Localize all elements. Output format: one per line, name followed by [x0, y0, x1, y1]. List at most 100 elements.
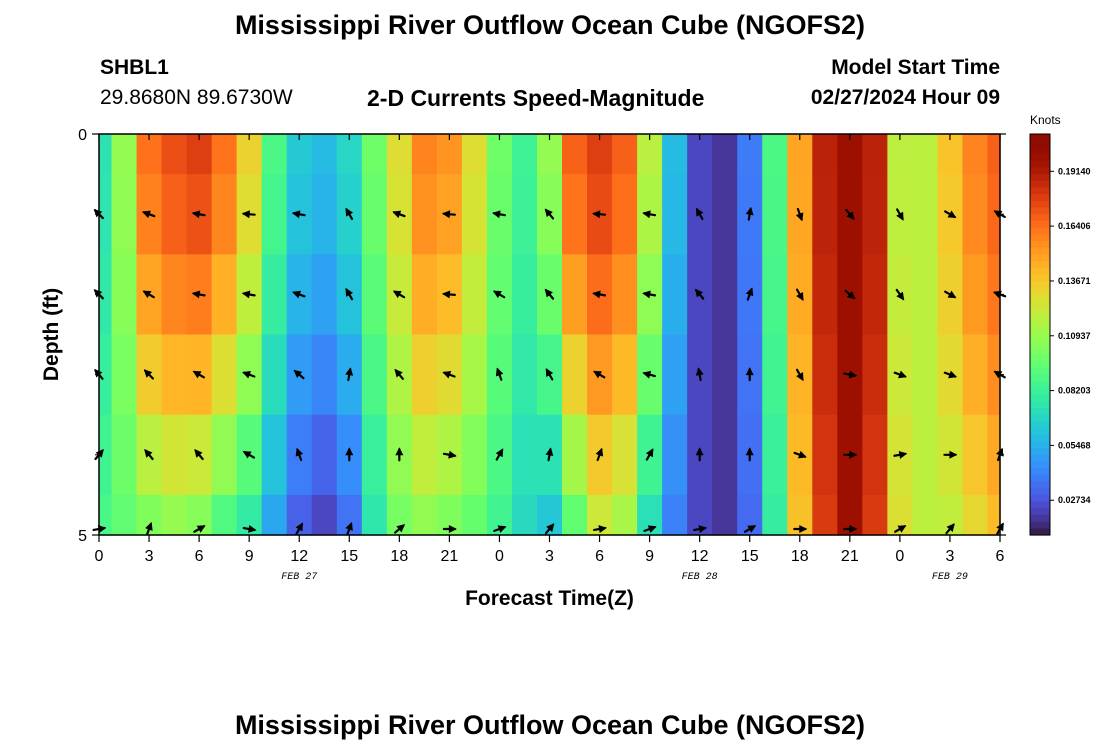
- current-vector-head: [492, 290, 502, 299]
- station-id: SHBL1: [100, 56, 169, 79]
- current-vector-head: [846, 211, 855, 220]
- x-tick-label: 12: [691, 548, 709, 565]
- current-vector-head: [295, 447, 304, 457]
- current-vector-head: [898, 450, 908, 459]
- x-tick-label: 0: [895, 548, 904, 565]
- heatmap-cell: [962, 494, 989, 536]
- heatmap-cell: [436, 134, 463, 175]
- current-vector-head: [745, 206, 754, 216]
- heatmap-cell: [912, 494, 939, 536]
- heatmap-cell: [912, 254, 939, 336]
- current-vector-head: [142, 290, 152, 299]
- heatmap-cell: [161, 134, 188, 175]
- colorbar-band: [1030, 334, 1050, 342]
- x-tick-label: 0: [95, 548, 104, 565]
- heatmap-cell: [411, 134, 438, 175]
- heatmap-cell: [712, 254, 738, 336]
- colorbar-band: [1030, 227, 1050, 235]
- current-vector-head: [948, 370, 957, 379]
- heatmap-cell: [912, 134, 939, 175]
- colorbar-band: [1030, 481, 1050, 489]
- heatmap-cell: [812, 494, 838, 536]
- colorbar-band: [1030, 501, 1050, 509]
- heatmap-cell: [536, 134, 563, 175]
- current-vector-head: [849, 450, 858, 459]
- colorbar-band: [1030, 494, 1050, 503]
- current-vector-head: [145, 521, 153, 531]
- heatmap-cell: [461, 494, 488, 536]
- heatmap-cell: [99, 254, 113, 336]
- x-tick-label: 18: [791, 548, 809, 565]
- heatmap-cell: [737, 134, 763, 175]
- heatmap-cell: [812, 134, 838, 175]
- heatmap-cell: [161, 494, 188, 536]
- heatmap-cell: [712, 174, 738, 255]
- heatmap-cell: [762, 174, 788, 255]
- colorbar-band: [1030, 521, 1050, 529]
- current-vector-head: [345, 447, 354, 456]
- heatmap-cell: [311, 494, 338, 536]
- heatmap-cell: [99, 414, 113, 496]
- heatmap-cell: [612, 174, 638, 255]
- colorbar-band: [1030, 274, 1050, 282]
- current-vector-head: [95, 449, 104, 458]
- heatmap-cell: [662, 134, 688, 175]
- heatmap-cell: [461, 254, 488, 336]
- date-label: FEB 29: [932, 572, 968, 583]
- colorbar-band: [1030, 347, 1050, 356]
- heatmap-cell: [511, 134, 538, 175]
- colorbar-band: [1030, 194, 1050, 202]
- colorbar-band: [1030, 167, 1050, 175]
- heatmap-cell: [511, 254, 538, 336]
- current-vector-head: [448, 525, 457, 533]
- current-vector-head: [642, 370, 652, 379]
- heatmap-cell: [712, 414, 738, 496]
- heatmap-cell: [161, 334, 188, 416]
- model-start-value: 02/27/2024 Hour 09: [810, 86, 1000, 109]
- current-vector-head: [497, 525, 507, 533]
- colorbar-band: [1030, 327, 1050, 336]
- current-vector-head: [595, 447, 604, 457]
- heatmap-cell: [511, 174, 538, 255]
- heatmap-cell: [912, 174, 939, 255]
- heatmap-cell: [161, 254, 188, 336]
- colorbar-band: [1030, 374, 1050, 382]
- heatmap-cell: [361, 334, 388, 416]
- colorbar-band: [1030, 354, 1050, 362]
- heatmap-cell: [261, 134, 288, 175]
- heatmap-cell: [612, 134, 638, 175]
- colorbar-band: [1030, 461, 1050, 469]
- colorbar-band: [1030, 488, 1050, 496]
- current-vector-head: [242, 451, 252, 459]
- current-vector-head: [291, 210, 301, 219]
- current-vector-head: [241, 210, 251, 219]
- current-vector-head: [143, 369, 153, 378]
- colorbar-tick-label: 0.19140: [1058, 166, 1091, 176]
- x-tick-label: 18: [390, 548, 408, 565]
- heatmap-cell: [987, 174, 1001, 255]
- heatmap-cell: [311, 334, 338, 416]
- heatmap-cell: [461, 134, 488, 175]
- colorbar-frame: [1029, 133, 1051, 536]
- colorbar-tick-label: 0.13671: [1058, 276, 1091, 286]
- heatmap-cell: [662, 254, 688, 336]
- heatmap-cell: [461, 174, 488, 255]
- heatmap-cell: [912, 414, 939, 496]
- page-title-repeat: Mississippi River Outflow Ocean Cube (NG…: [234, 710, 866, 740]
- current-vector-head: [191, 210, 201, 219]
- current-vector-head: [592, 290, 601, 299]
- current-vector-head: [295, 522, 303, 532]
- colorbar-band: [1030, 307, 1050, 316]
- heatmap-cell: [211, 254, 238, 336]
- current-vector-head: [795, 212, 804, 222]
- heatmap-cell: [486, 134, 513, 175]
- current-vector-head: [546, 523, 555, 532]
- current-vector-head: [396, 524, 406, 533]
- colorbar-tick-label: 0.16406: [1058, 221, 1091, 231]
- colorbar-tick-label: 0.05468: [1058, 440, 1091, 450]
- heatmap-cell: [612, 494, 638, 536]
- colorbar-band: [1030, 154, 1050, 162]
- heatmap-cell: [111, 254, 138, 336]
- x-tick-label: 6: [996, 548, 1005, 565]
